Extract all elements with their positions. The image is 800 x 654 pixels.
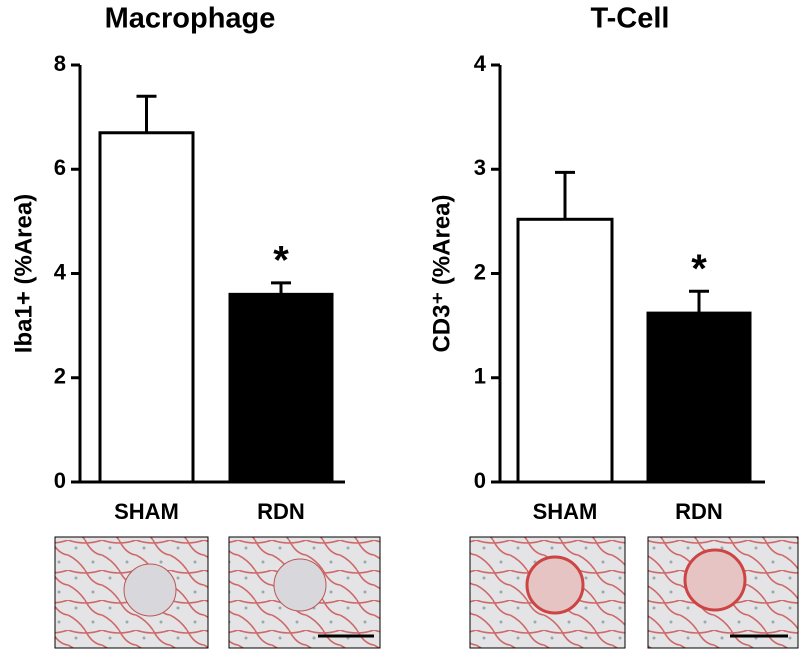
bar (516, 217, 614, 484)
y-tick-label: 0 (474, 468, 486, 493)
chart-title: T-Cell (591, 3, 670, 35)
y-tick-label: 3 (474, 155, 486, 180)
y-tick-label: 6 (54, 155, 66, 180)
x-tick-label: RDN (675, 499, 723, 524)
glomerulus (123, 563, 177, 617)
y-tick-label: 4 (474, 51, 487, 76)
micrographs (54, 536, 799, 649)
y-tick-label: 1 (474, 364, 486, 389)
glomerulus (273, 558, 327, 612)
glomerulus (683, 548, 747, 612)
x-tick-label: SHAM (533, 499, 598, 524)
significance-marker: * (273, 238, 289, 282)
bar (98, 131, 195, 484)
x-tick-label: RDN (257, 499, 305, 524)
y-tick-label: 4 (54, 259, 67, 284)
y-axis-label: Iba1+ (%Area) (10, 194, 37, 353)
y-tick-label: 8 (54, 51, 66, 76)
chart-title: Macrophage (105, 3, 276, 35)
bar (228, 292, 334, 484)
bar (646, 311, 752, 484)
x-tick-label: SHAM (114, 499, 179, 524)
y-tick-label: 0 (54, 468, 66, 493)
y-tick-label: 2 (474, 259, 486, 284)
glomerulus (525, 555, 585, 615)
y-tick-label: 2 (54, 364, 66, 389)
y-axis-label: CD3⁺ (%Area) (428, 194, 455, 352)
significance-marker: * (691, 247, 707, 291)
